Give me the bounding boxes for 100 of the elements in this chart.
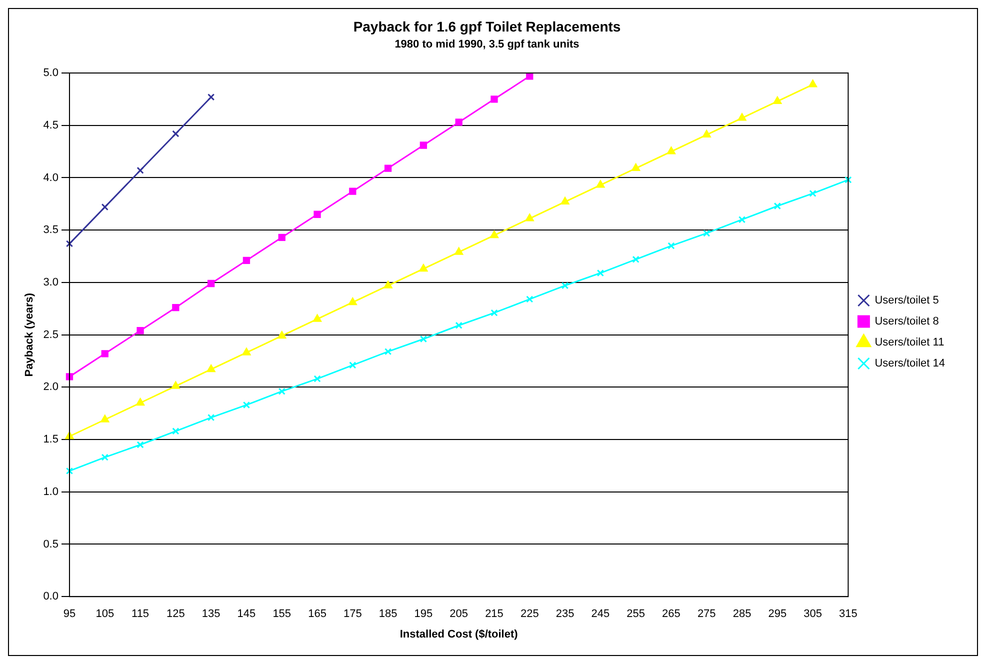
x-tick-label: 215 [485,608,504,620]
point [738,113,746,121]
point [101,203,108,211]
point [668,242,675,250]
point [525,214,534,222]
point [808,80,818,88]
point [455,322,462,329]
point [490,230,498,238]
x-tick-label: 315 [839,608,858,620]
y-tick-label: 4.0 [43,172,58,184]
point [313,314,322,322]
point [490,309,498,316]
point [136,327,144,334]
point [172,130,180,138]
x-tick-label: 125 [166,608,185,620]
legend-label: Users/toilet 14 [874,358,946,370]
y-tick-label: 0.5 [43,538,58,550]
point [419,264,428,272]
point [207,414,215,422]
y-tick-label: 2.5 [43,328,58,341]
point [526,296,534,303]
x-tick-label: 295 [768,608,787,620]
point [136,398,144,406]
x-tick-label: 105 [96,608,114,620]
legend-label: Users/toilet 5 [874,294,939,307]
point [314,210,321,218]
x-tick-label: 155 [272,608,292,620]
y-tick-label: 1.0 [43,486,58,498]
x-tick-label: 285 [732,608,752,620]
x-axis-title: Installed Cost ($/toilet) [400,628,518,640]
point [384,348,392,356]
point [349,188,356,195]
point [66,467,74,475]
y-tick-label: 0.0 [43,590,58,603]
x-tick-label: 115 [132,608,150,620]
point [844,176,852,184]
point [561,282,569,290]
point [526,73,534,80]
x-tick-label: 165 [308,608,326,620]
x-tick-label: 255 [626,608,645,620]
point [207,94,215,101]
point [207,280,215,288]
point [738,216,746,224]
point [384,164,392,172]
point [349,362,356,369]
point [420,142,428,149]
legend-label: Users/toilet 8 [874,316,939,328]
y-tick-label: 3.5 [43,224,58,236]
point [420,335,428,343]
x-tick-label: 145 [237,608,256,620]
y-tick-label: 2.0 [43,381,58,394]
point [773,96,782,104]
point [560,197,570,205]
point [596,180,605,188]
point [101,350,108,358]
x-tick-label: 265 [662,608,680,620]
point [809,190,816,198]
point [172,428,180,435]
point [454,247,464,255]
x-tick-label: 205 [450,608,468,620]
x-tick-label: 195 [414,608,433,620]
y-tick-label: 3.0 [43,276,58,288]
point [278,234,286,241]
point [242,348,251,356]
point [242,401,250,409]
point [242,256,250,264]
point [703,230,710,237]
point [384,280,392,288]
x-tick-label: 95 [63,608,76,620]
point [702,130,711,138]
point [171,381,180,389]
legend-label: Users/toilet 11 [874,336,944,349]
point [314,375,321,382]
point [101,454,108,461]
x-tick-label: 275 [697,608,716,620]
x-tick-label: 175 [343,608,362,620]
point [667,146,676,154]
point [455,118,462,126]
point [278,331,286,339]
point [632,164,640,172]
x-tick-label: 235 [556,608,574,620]
point [136,441,144,448]
point [774,202,781,210]
point [632,256,640,263]
y-axis-title: Payback (years) [24,292,36,377]
x-tick-label: 185 [378,608,398,620]
point [172,304,180,312]
x-tick-label: 225 [520,608,539,620]
y-tick-label: 1.5 [43,434,58,446]
point [66,240,74,248]
x-tick-label: 305 [804,608,822,620]
point [66,373,74,380]
point [206,364,216,372]
y-tick-label: 4.5 [43,119,58,132]
chart-subtitle: 1980 to mid 1990, 3.5 gpf tank units [394,38,580,50]
chart-title: Payback for 1.6 gpf Toilet Replacements [353,18,621,34]
y-tick-label: 5.0 [43,67,58,80]
point [136,166,144,174]
x-tick-label: 135 [202,608,220,620]
point [596,269,604,277]
